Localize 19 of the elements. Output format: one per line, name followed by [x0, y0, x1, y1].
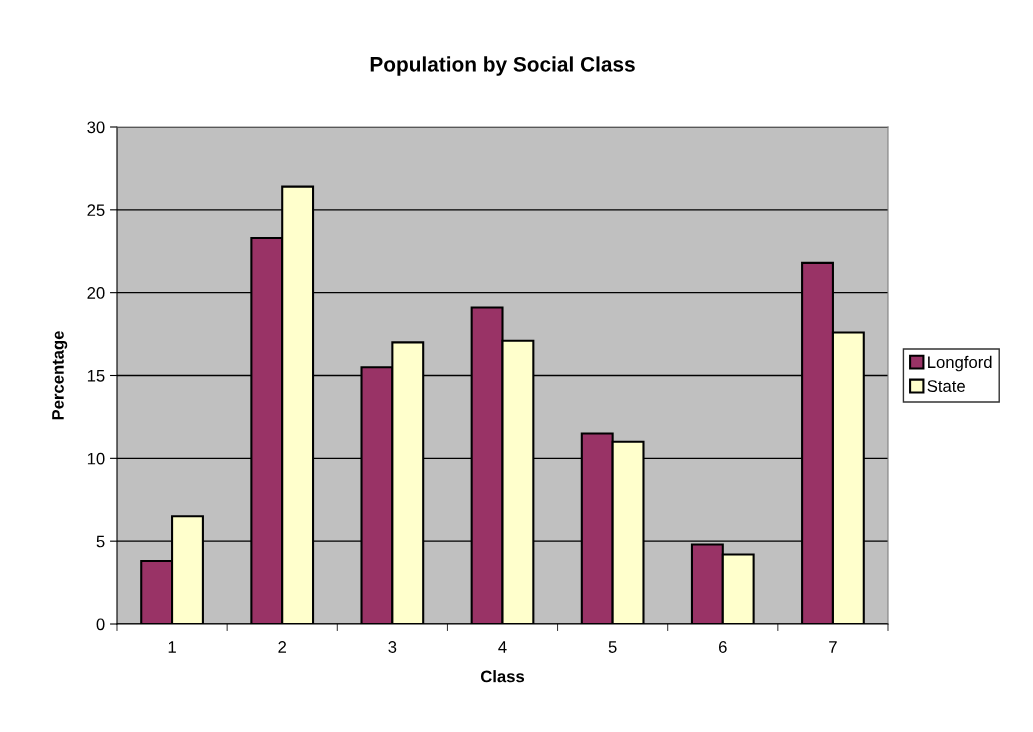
- y-tick-label: 10: [87, 452, 105, 465]
- y-tick-label: 20: [87, 287, 105, 299]
- x-tick-label: 2: [278, 641, 287, 653]
- y-axis-title: Percentage: [52, 331, 68, 420]
- y-tick-label: 0: [96, 618, 105, 631]
- x-axis-title: Class: [480, 670, 525, 683]
- x-tick-label: 6: [719, 641, 727, 653]
- chart-title: Population by Social Class: [370, 56, 635, 76]
- y-tick-label: 5: [96, 535, 105, 548]
- x-tick-label: 4: [498, 641, 507, 653]
- x-tick-label: 3: [388, 641, 397, 653]
- legend-label: State: [927, 380, 965, 392]
- y-tick-label: 25: [87, 204, 105, 217]
- x-tick-label: 5: [608, 641, 617, 653]
- x-tick-label: 7: [829, 641, 837, 653]
- y-tick-label: 15: [87, 370, 105, 382]
- legend-label: Longford: [928, 355, 992, 372]
- x-tick-label: 1: [168, 641, 176, 653]
- y-tick-label: 30: [87, 121, 105, 134]
